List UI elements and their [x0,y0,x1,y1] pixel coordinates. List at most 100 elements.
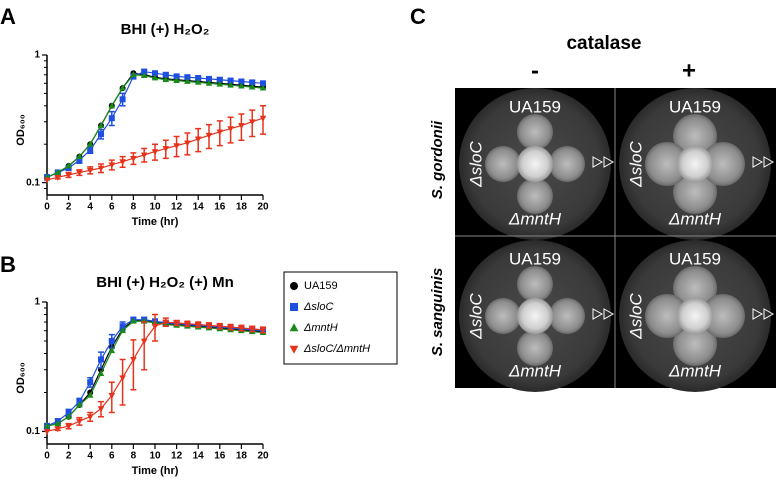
marker [194,78,202,85]
colony-lobe [485,298,521,334]
colony-lobe [517,178,553,214]
x-tick-label: 14 [193,202,205,213]
marker [184,74,191,81]
arrowhead [752,156,764,168]
marker [108,102,116,109]
colony-lobe [549,146,585,182]
marker [119,375,126,382]
x-axis-label: Time (hr) [132,465,179,477]
colony-lobe [673,170,717,214]
marker [140,338,148,345]
x-tick-label: 20 [257,202,269,213]
marker [151,323,159,330]
x-tick-label: 6 [109,451,115,462]
marker [194,136,202,143]
marker [216,129,224,136]
arrowhead [592,156,604,168]
x-axis-label: Time (hr) [132,216,179,228]
marker [259,84,267,91]
marker [248,326,256,333]
x-tick-label: 10 [149,202,161,213]
legend-label: ΔsloC [303,301,333,313]
strain-label: ΔsloC [466,293,485,340]
marker [97,121,105,128]
strain-label: UA159 [669,97,721,116]
arrowhead [763,308,775,320]
marker [119,84,126,91]
marker [76,170,83,177]
legend-label: UA159 [304,280,338,292]
colony-lobe [517,114,553,150]
error-bar [141,321,148,371]
marker [65,423,72,430]
marker [216,76,223,83]
y-axis-label: OD₆₀₀ [15,114,27,145]
marker [227,324,234,331]
arrowhead [592,308,604,320]
chart-title: BHI (+) H₂O₂ (+) Mn [96,274,234,291]
x-tick-label: 12 [171,451,183,462]
marker [98,131,104,138]
marker [140,71,148,78]
marker [173,320,180,327]
x-tick-label: 0 [44,202,50,213]
marker [151,149,159,156]
x-tick-label: 18 [236,202,248,213]
marker [206,75,212,82]
marker [43,177,51,184]
marker [184,321,191,328]
marker [238,82,245,89]
arrowhead [603,156,615,168]
strain-label: ΔmntH [508,361,562,380]
marker [238,325,245,332]
marker [195,75,202,82]
marker [119,323,126,330]
legend-box [283,271,398,365]
y-tick-label: 1 [34,50,40,61]
marker [260,80,266,87]
x-tick-label: 12 [171,202,183,213]
marker [97,406,105,413]
marker [108,162,116,169]
row-label: S. sanguinis [429,268,446,356]
x-tick-label: 2 [66,451,72,462]
marker [76,418,83,425]
marker [98,356,104,363]
panel-label: C [410,4,426,29]
marker [140,152,148,159]
marker [216,80,224,87]
marker [249,79,256,86]
marker [119,327,126,334]
marker [87,147,94,154]
x-tick-label: 16 [214,451,226,462]
marker [86,140,94,147]
x-tick-label: 10 [149,451,161,462]
y-tick-label: 1 [34,297,40,308]
panel-label: B [0,252,16,277]
colony-lobe [517,266,553,302]
marker [97,369,105,376]
colony-lobe [517,330,553,366]
marker [76,401,83,408]
strain-label: ΔsloC [626,293,645,340]
marker [54,174,62,181]
x-tick-label: 14 [193,451,205,462]
marker [65,162,72,169]
marker [205,79,213,86]
marker [162,71,169,78]
colony [517,298,553,334]
marker [119,96,126,103]
column-label: - [531,57,539,84]
x-tick-label: 20 [257,451,269,462]
marker [152,70,158,77]
marker [43,429,51,436]
row-label: S. gordonii [429,120,446,199]
marker [227,81,234,88]
marker [290,303,298,311]
marker [162,76,170,83]
colony-lobe [673,266,717,310]
marker [108,392,116,399]
x-tick-label: 4 [87,451,93,462]
marker [205,132,213,139]
marker [184,77,191,84]
